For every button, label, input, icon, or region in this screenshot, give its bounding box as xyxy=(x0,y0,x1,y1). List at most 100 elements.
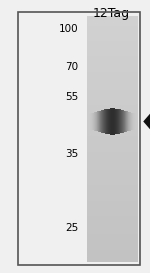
Bar xyxy=(87,29,138,32)
Bar xyxy=(87,136,138,139)
Bar xyxy=(87,23,138,26)
Bar xyxy=(87,78,138,81)
Bar xyxy=(87,139,138,142)
Bar xyxy=(87,238,138,241)
Bar xyxy=(87,244,138,247)
Bar xyxy=(87,235,138,238)
Bar xyxy=(87,152,138,155)
Bar xyxy=(125,111,126,132)
Bar xyxy=(87,179,138,182)
Bar xyxy=(87,149,138,152)
Bar xyxy=(96,112,97,131)
Bar xyxy=(91,113,92,130)
Bar xyxy=(87,32,138,35)
Bar xyxy=(88,114,89,129)
Bar xyxy=(87,19,138,23)
Bar xyxy=(18,12,140,265)
Bar xyxy=(87,44,138,47)
Bar xyxy=(87,81,138,84)
Bar xyxy=(118,109,119,134)
Bar xyxy=(95,112,96,131)
Bar xyxy=(87,173,138,176)
Bar xyxy=(99,111,100,132)
Bar xyxy=(87,35,138,38)
Bar xyxy=(87,112,138,115)
Bar xyxy=(87,161,138,164)
Text: 25: 25 xyxy=(65,223,78,233)
Bar xyxy=(116,109,117,134)
Bar xyxy=(121,110,122,133)
Bar xyxy=(101,110,102,133)
Text: 12Tag: 12Tag xyxy=(92,7,130,20)
Bar xyxy=(135,114,136,129)
Bar xyxy=(87,69,138,72)
Bar xyxy=(87,16,138,19)
Bar xyxy=(87,115,138,118)
Bar xyxy=(87,213,138,216)
Bar xyxy=(87,176,138,179)
Bar xyxy=(87,60,138,63)
Polygon shape xyxy=(143,111,150,132)
Bar xyxy=(87,191,138,194)
Bar xyxy=(87,50,138,53)
Bar xyxy=(130,112,131,130)
Bar xyxy=(87,90,138,93)
Bar xyxy=(87,232,138,235)
Bar xyxy=(90,113,91,130)
Bar xyxy=(87,133,138,136)
Bar xyxy=(115,109,116,134)
Text: 55: 55 xyxy=(65,92,78,102)
Bar xyxy=(87,118,138,121)
Bar xyxy=(87,56,138,60)
Bar xyxy=(87,99,138,102)
Bar xyxy=(118,109,119,134)
Bar xyxy=(87,75,138,78)
Bar xyxy=(87,84,138,87)
Bar xyxy=(103,110,104,133)
Bar xyxy=(87,155,138,158)
Bar xyxy=(87,109,138,112)
Bar xyxy=(87,142,138,146)
Bar xyxy=(87,201,138,204)
Bar xyxy=(87,167,138,170)
Bar xyxy=(89,114,90,129)
Bar xyxy=(87,225,138,228)
Bar xyxy=(134,113,135,130)
Bar xyxy=(132,113,133,130)
Bar xyxy=(127,111,128,132)
Bar xyxy=(110,108,111,135)
Bar xyxy=(114,108,115,135)
Bar xyxy=(87,93,138,96)
Bar xyxy=(87,222,138,225)
Bar xyxy=(87,182,138,185)
Bar xyxy=(105,109,106,134)
Bar xyxy=(87,16,138,262)
Bar xyxy=(87,210,138,213)
Bar xyxy=(87,130,138,133)
Bar xyxy=(87,194,138,198)
Bar xyxy=(108,109,109,134)
Bar xyxy=(113,108,114,135)
Bar xyxy=(120,109,121,133)
Bar xyxy=(87,53,138,56)
Bar xyxy=(87,127,138,130)
Bar xyxy=(111,108,112,135)
Bar xyxy=(87,66,138,69)
Bar xyxy=(87,247,138,250)
Bar xyxy=(87,250,138,253)
Bar xyxy=(87,204,138,207)
Bar xyxy=(87,198,138,201)
Bar xyxy=(87,121,138,124)
Text: 70: 70 xyxy=(65,62,78,72)
Bar xyxy=(87,228,138,232)
Bar xyxy=(87,219,138,222)
Bar xyxy=(87,216,138,219)
Bar xyxy=(94,112,95,130)
Bar xyxy=(104,109,105,133)
Bar xyxy=(122,110,123,133)
Bar xyxy=(87,185,138,188)
Bar xyxy=(87,259,138,262)
Bar xyxy=(131,112,132,130)
Bar xyxy=(87,72,138,75)
Bar xyxy=(87,253,138,256)
